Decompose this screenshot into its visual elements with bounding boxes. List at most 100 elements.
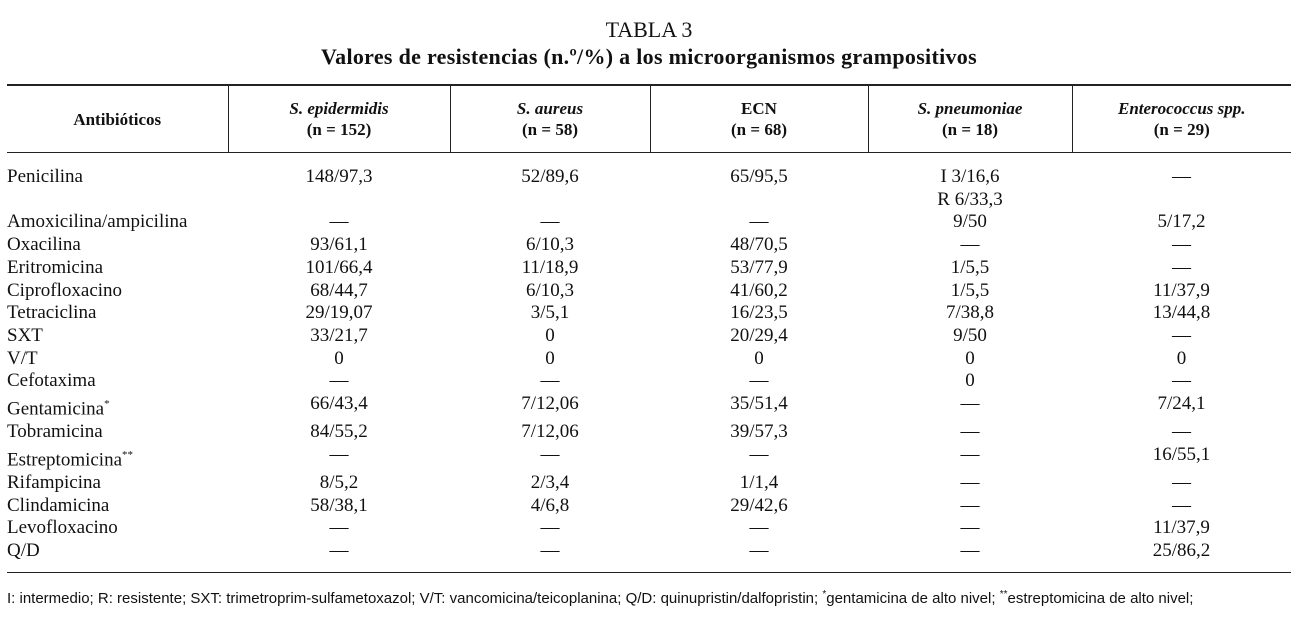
value: 1/5,5 (950, 256, 990, 278)
value: — (329, 370, 349, 392)
value: — (749, 539, 769, 561)
antibiotic-name: V/T (7, 347, 38, 369)
value: 7/12,06 (521, 421, 579, 443)
antibiotic-name: Penicilina (7, 166, 83, 187)
value: — (960, 393, 980, 415)
row-label: Amoxicilina/ampicilina (7, 211, 228, 234)
value-cell: 11/18,9 (450, 257, 650, 280)
row-label: SXT (7, 325, 228, 348)
header-row: Antibióticos S. epidermidis (n = 152) S. au… (7, 84, 1291, 153)
row-label: Tetraciclina (7, 302, 228, 325)
value: — (540, 443, 560, 465)
value-cell: — (228, 539, 450, 573)
value-cell: — (450, 444, 650, 472)
value-cell: — (650, 370, 868, 393)
row-label: Tobramicina (7, 421, 228, 444)
header-cell: S. pneumoniae (n = 18) (867, 84, 1072, 153)
value-cell: — (1072, 421, 1291, 444)
value: 7/12,06 (521, 393, 579, 415)
value: 0 (334, 347, 344, 369)
value: 84/55,2 (310, 421, 368, 443)
table-row: Q/D — — — — 25/86,2 (7, 539, 1291, 573)
value-cell: 0 (650, 348, 868, 371)
value: 29/42,6 (730, 494, 788, 516)
value-cell: — (868, 444, 1072, 472)
footnote-mark: * (104, 398, 110, 411)
value: 4/6,8 (530, 494, 570, 516)
value-cell: 148/97,3 (228, 153, 450, 212)
row-label: Rifampicina (7, 472, 228, 495)
value-cell: 53/77,9 (650, 257, 868, 280)
value-cell: 58/38,1 (228, 495, 450, 518)
value: — (1172, 471, 1191, 493)
value-cell: — (1072, 234, 1291, 257)
column-name: S. aureus (516, 99, 584, 118)
value: — (960, 421, 980, 443)
value-cell: 0 (450, 325, 650, 348)
value-cell: 9/50 (868, 211, 1072, 234)
value: 68/44,7 (310, 279, 368, 301)
value-cell: 1/5,5 (868, 257, 1072, 280)
row-label: Penicilina (7, 153, 228, 212)
value: 13/44,8 (1152, 302, 1211, 324)
value: 58/38,1 (310, 494, 368, 516)
value: — (1172, 494, 1191, 516)
value-cell: — (1072, 153, 1291, 212)
value: 16/23,5 (730, 302, 788, 324)
table-row: Levofloxacino — — — — 11/37,9 (7, 517, 1291, 540)
table-row: Penicilina 148/97,3 52/89,6 65/95,5 I 3/16,6… (7, 153, 1291, 212)
column-name: S. epidermidis (289, 99, 389, 118)
value: — (960, 517, 980, 539)
value-cell: 7/12,06 (450, 421, 650, 444)
footnote-mark: ** (999, 589, 1008, 600)
value-cell: — (868, 495, 1072, 518)
table-row: Amoxicilina/ampicilina — — — 9/50 5/17,2 (7, 211, 1291, 234)
table-row: Gentamicina* 66/43,4 7/12,06 35/51,4 — 7/24,1 (7, 393, 1291, 421)
header-cell: Antibióticos (7, 84, 228, 153)
value: 1/1,4 (739, 471, 779, 493)
table-row: SXT 33/21,7 0 20/29,4 9/50 — (7, 325, 1291, 348)
table-row: Rifampicina 8/5,2 2/3,4 1/1,4 — — (7, 472, 1291, 495)
value-cell: — (650, 539, 868, 573)
value: 11/18,9 (521, 256, 579, 278)
antibiotic-name: Rifampicina (7, 471, 101, 493)
value-cell: 3/5,1 (450, 302, 650, 325)
value: 65/95,5 (730, 166, 788, 187)
value-cell: — (1072, 257, 1291, 280)
value: 11/37,9 (1153, 279, 1210, 301)
value-cell: 7/24,1 (1072, 393, 1291, 421)
value: 93/61,1 (310, 234, 368, 256)
value-cell: 7/38,8 (868, 302, 1072, 325)
column-n: (n = 29) (1153, 120, 1210, 139)
value-cell: — (1072, 370, 1291, 393)
antibiotic-name: Eritromicina (7, 256, 104, 278)
value: 148/97,3 (305, 166, 373, 187)
value-cell: 0 (450, 348, 650, 371)
value-cell: 5/17,2 (1072, 211, 1291, 234)
value: — (540, 539, 560, 561)
row-label: Estreptomicina** (7, 444, 228, 472)
value-cell: I 3/16,6 R 6/33,3 (868, 153, 1072, 212)
table: Antibióticos S. epidermidis (n = 152) S. au… (7, 84, 1291, 573)
value: — (749, 517, 769, 539)
value-cell: 16/55,1 (1072, 444, 1291, 472)
antibiotic-name: Oxacilina (7, 234, 81, 256)
value-cell: — (450, 370, 650, 393)
value-cell: 8/5,2 (228, 472, 450, 495)
value-cell: — (650, 517, 868, 540)
antibiotic-name: Gentamicina (7, 398, 105, 420)
row-label: Oxacilina (7, 234, 228, 257)
value-cell: 6/10,3 (450, 280, 650, 303)
value-cell: 0 (1072, 348, 1291, 371)
antibiotic-name: Estreptomicina (7, 449, 123, 471)
value-cell: — (228, 211, 450, 234)
value: 35/51,4 (730, 393, 788, 415)
footnote-text: estreptomicina de alto nivel; (1007, 590, 1194, 607)
value: — (749, 211, 769, 233)
antibiotic-name: Clindamicina (7, 494, 110, 516)
row-label: Levofloxacino (7, 517, 228, 540)
value: — (749, 370, 769, 392)
value-cell: 35/51,4 (650, 393, 868, 421)
value: 5/17,2 (1157, 211, 1206, 233)
column-n: (n = 68) (731, 120, 787, 139)
